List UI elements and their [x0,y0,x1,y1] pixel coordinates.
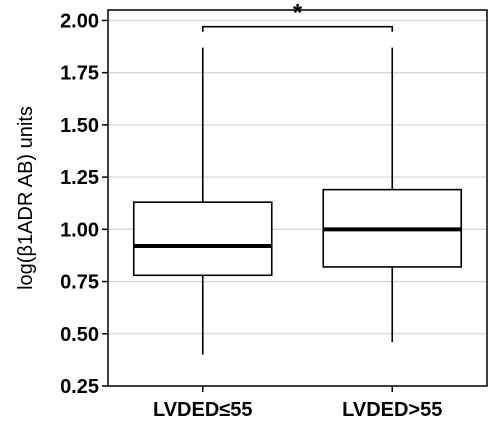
box-group [322,47,463,343]
box-iqr [132,201,273,277]
y-tick-label: 1.50 [60,115,99,137]
y-tick-label: 1.75 [60,63,99,85]
boxes [132,47,463,355]
y-axis-ticks: 0.25 0.50 0.75 1.00 1.25 1.50 1.75 2.00 [60,10,108,398]
significance-star: * [293,0,303,27]
x-tick-label: LVDED>55 [342,399,442,421]
y-tick-label: 1.25 [60,167,99,189]
significance-bracket [201,25,394,32]
y-axis-title: log(β1ADR AB) units [15,106,37,290]
y-tick-label: 0.25 [60,376,99,398]
y-tick-label: 1.00 [60,219,99,241]
y-tick-label: 0.75 [60,272,99,294]
box-group [132,47,273,355]
x-axis-ticks: LVDED≤55 LVDED>55 [153,386,442,421]
plot-panel [107,9,488,387]
x-tick-label: LVDED≤55 [153,399,253,421]
significance-annotation: * [201,0,394,32]
y-tick-label: 2.00 [60,10,99,32]
y-tick-label: 0.50 [60,324,99,346]
